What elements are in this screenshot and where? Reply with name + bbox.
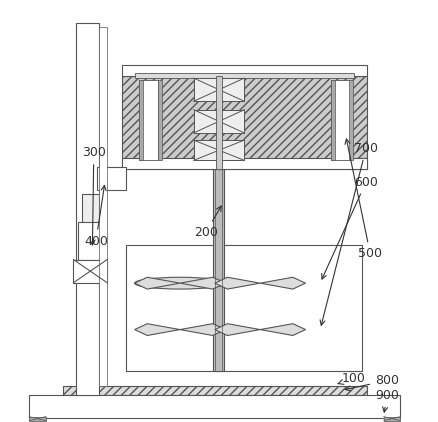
- Bar: [349, 80, 353, 160]
- Bar: [194, 78, 244, 101]
- Bar: [75, 23, 99, 395]
- Bar: [97, 167, 126, 190]
- Bar: [122, 76, 367, 169]
- Bar: [331, 80, 350, 160]
- Polygon shape: [215, 324, 260, 335]
- Polygon shape: [134, 277, 180, 289]
- Bar: [139, 80, 158, 160]
- Bar: [213, 169, 225, 371]
- Bar: [126, 245, 363, 371]
- Text: 800: 800: [345, 374, 399, 391]
- Polygon shape: [260, 277, 306, 289]
- Polygon shape: [134, 324, 180, 335]
- Bar: [384, 417, 400, 421]
- Polygon shape: [180, 277, 225, 289]
- Ellipse shape: [134, 277, 225, 289]
- Bar: [194, 110, 244, 133]
- Text: 300: 300: [82, 146, 106, 245]
- Bar: [122, 65, 367, 76]
- Polygon shape: [180, 324, 225, 335]
- Bar: [122, 158, 367, 169]
- Bar: [74, 260, 107, 283]
- Text: 200: 200: [194, 206, 221, 239]
- Bar: [78, 222, 103, 260]
- Text: 900: 900: [375, 389, 399, 412]
- Bar: [63, 386, 367, 395]
- Bar: [194, 140, 244, 160]
- Bar: [158, 80, 162, 160]
- Text: 400: 400: [84, 185, 108, 248]
- Text: 700: 700: [320, 142, 378, 325]
- Bar: [216, 76, 223, 169]
- Text: 600: 600: [322, 176, 378, 279]
- Bar: [29, 395, 400, 418]
- Text: 500: 500: [345, 139, 382, 260]
- Polygon shape: [215, 277, 260, 289]
- Bar: [139, 80, 143, 160]
- Bar: [331, 80, 335, 160]
- Bar: [134, 73, 354, 78]
- Polygon shape: [260, 324, 306, 335]
- Bar: [82, 194, 99, 224]
- Bar: [99, 27, 107, 386]
- Bar: [29, 417, 46, 421]
- Text: 100: 100: [338, 372, 365, 385]
